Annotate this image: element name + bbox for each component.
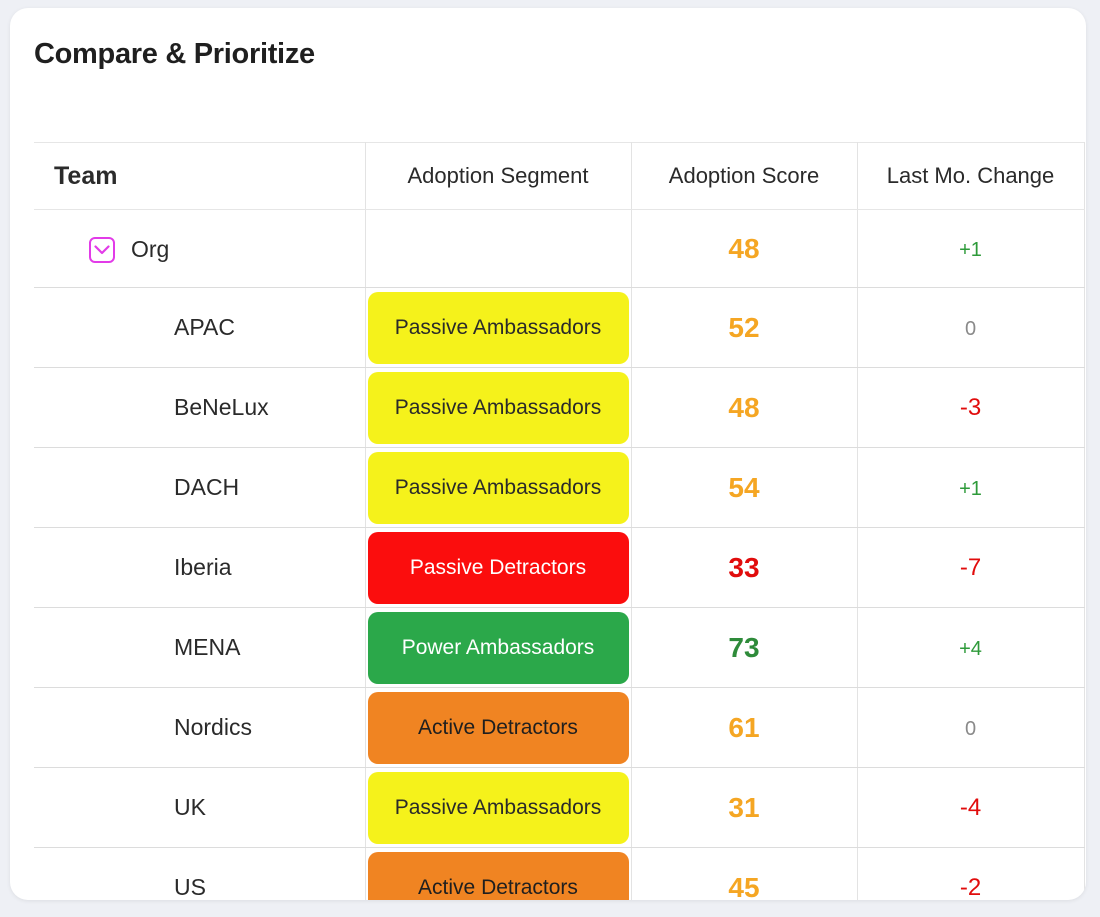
change-cell: 0 [857,287,1085,368]
adoption-score-value: 31 [728,791,760,823]
last-month-change-value: +4 [959,638,982,660]
team-cell: DACH [34,447,366,528]
segment-cell-empty [365,209,632,288]
team-cell: MENA [34,607,366,688]
table-row[interactable]: US Active Detractors 45 -2 [34,847,1085,901]
table-row[interactable]: MENA Power Ambassadors 73 +4 [34,607,1085,688]
column-header-adoption-segment[interactable]: Adoption Segment [365,142,632,210]
segment-cell: Active Detractors [365,687,632,768]
column-header-last-month-change[interactable]: Last Mo. Change [857,142,1085,210]
adoption-segment-badge: Passive Ambassadors [367,771,629,844]
table-header-row: Team Adoption Segment Adoption Score Las… [34,142,1085,210]
adoption-segment-badge: Passive Ambassadors [367,451,629,524]
team-name: Org [131,236,170,263]
change-cell: -7 [857,527,1085,608]
last-month-change-value: -4 [959,793,982,821]
table-row-org: Org 48 +1 [34,209,1085,288]
table-row[interactable]: UK Passive Ambassadors 31 -4 [34,767,1085,848]
last-month-change-value: 0 [964,318,977,340]
last-month-change-value: -3 [959,393,982,421]
collapse-toggle-icon[interactable] [89,236,115,263]
team-name: MENA [174,634,241,660]
change-cell: 0 [857,687,1085,768]
team-name: DACH [174,474,240,500]
last-month-change-value: -2 [959,873,982,901]
chevron-down-icon [94,245,110,254]
change-cell: +1 [857,209,1085,288]
compare-prioritize-card: Compare & Prioritize Team Adoption Segme… [10,8,1086,900]
team-cell: UK [34,767,366,848]
team-name: UK [174,794,206,820]
change-cell: -2 [857,847,1085,901]
adoption-segment-badge: Active Detractors [367,851,629,900]
last-month-change-value: -7 [959,553,982,581]
score-cell: 48 [631,367,858,448]
segment-cell: Passive Ambassadors [365,287,632,368]
change-cell: +1 [857,447,1085,528]
adoption-score-value: 73 [728,631,760,663]
column-header-team[interactable]: Team [34,142,366,210]
adoption-score-value: 54 [728,471,760,503]
team-name: BeNeLux [174,394,269,420]
adoption-score-value: 48 [728,391,760,423]
adoption-segment-badge: Passive Detractors [367,531,629,604]
score-cell: 54 [631,447,858,528]
score-cell: 52 [631,287,858,368]
adoption-score-value: 48 [728,232,760,264]
score-cell: 48 [631,209,858,288]
adoption-segment-badge: Power Ambassadors [367,611,629,684]
last-month-change-value: +1 [959,478,982,500]
team-cell-org: Org [34,209,366,288]
score-cell: 61 [631,687,858,768]
segment-cell: Passive Ambassadors [365,447,632,528]
score-cell: 45 [631,847,858,901]
table-row[interactable]: BeNeLux Passive Ambassadors 48 -3 [34,367,1085,448]
adoption-score-value: 33 [728,551,760,583]
adoption-segment-badge: Passive Ambassadors [367,371,629,444]
team-adoption-table: Team Adoption Segment Adoption Score Las… [34,142,1085,900]
score-cell: 73 [631,607,858,688]
adoption-score-value: 45 [728,871,760,901]
table-row[interactable]: Nordics Active Detractors 61 0 [34,687,1085,768]
segment-cell: Passive Ambassadors [365,767,632,848]
table-row[interactable]: DACH Passive Ambassadors 54 +1 [34,447,1085,528]
table-row[interactable]: Iberia Passive Detractors 33 -7 [34,527,1085,608]
card-title: Compare & Prioritize [34,38,315,70]
segment-cell: Passive Ambassadors [365,367,632,448]
team-name: US [174,874,206,900]
table-row[interactable]: APAC Passive Ambassadors 52 0 [34,287,1085,368]
adoption-segment-badge: Passive Ambassadors [367,291,629,364]
team-cell: US [34,847,366,900]
change-cell: -3 [857,367,1085,448]
segment-cell: Power Ambassadors [365,607,632,688]
team-name: Iberia [174,554,232,580]
segment-cell: Active Detractors [365,847,632,900]
adoption-score-value: 61 [728,711,760,743]
score-cell: 31 [631,767,858,848]
change-cell: +4 [857,607,1085,688]
column-header-adoption-score[interactable]: Adoption Score [631,142,858,210]
adoption-segment-badge: Active Detractors [367,691,629,764]
change-cell: -4 [857,767,1085,848]
score-cell: 33 [631,527,858,608]
segment-cell: Passive Detractors [365,527,632,608]
team-cell: Nordics [34,687,366,768]
last-month-change-value: 0 [964,718,977,740]
team-cell: BeNeLux [34,367,366,448]
last-month-change-value: +1 [959,239,982,261]
team-cell: APAC [34,287,366,368]
team-name: APAC [174,314,235,340]
adoption-score-value: 52 [728,311,760,343]
team-cell: Iberia [34,527,366,608]
team-name: Nordics [174,714,252,740]
